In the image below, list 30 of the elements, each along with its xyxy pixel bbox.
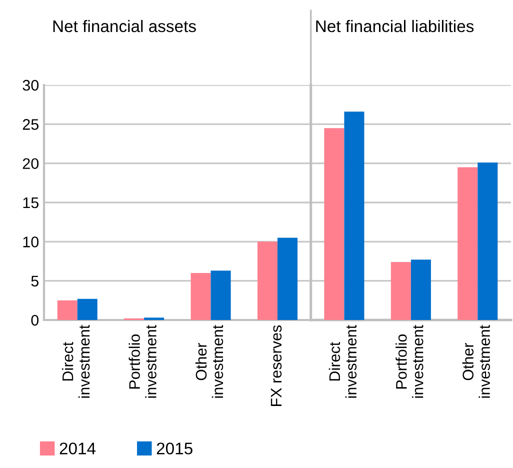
y-tick-label: 30 [22,80,39,91]
bar [478,162,498,320]
x-tick-label: Direct investment [328,324,357,398]
legend-label: 2015 [156,442,192,454]
x-tick-label: Portfolio investment [396,324,424,398]
bar [210,270,231,320]
bar [57,300,78,320]
chart-title: Net financial assets [53,20,196,32]
bar [344,112,364,320]
y-tick-label: 5 [31,276,38,287]
bar [257,242,278,320]
x-tick-label: Other investment [462,324,490,398]
bar [458,167,478,320]
chart-title: Net financial liabilities [316,20,474,32]
x-tick-label: FX reserves [270,325,282,406]
bar [390,262,411,320]
y-tick-label: 20 [22,158,39,170]
x-tick-label: Direct investment [62,324,90,398]
y-tick-label: 25 [22,119,38,130]
x-tick-label: Portfolio investment [128,324,156,398]
y-tick-label: 15 [23,198,38,208]
y-tick-label: 10 [23,236,39,248]
y-tick-label: 0 [31,314,39,326]
bar [410,260,431,320]
legend-label: 2014 [60,442,96,454]
bar [278,238,298,320]
x-tick-label: Other investment [195,324,224,398]
bar [77,298,98,320]
bar [190,273,211,320]
bar [324,128,344,320]
